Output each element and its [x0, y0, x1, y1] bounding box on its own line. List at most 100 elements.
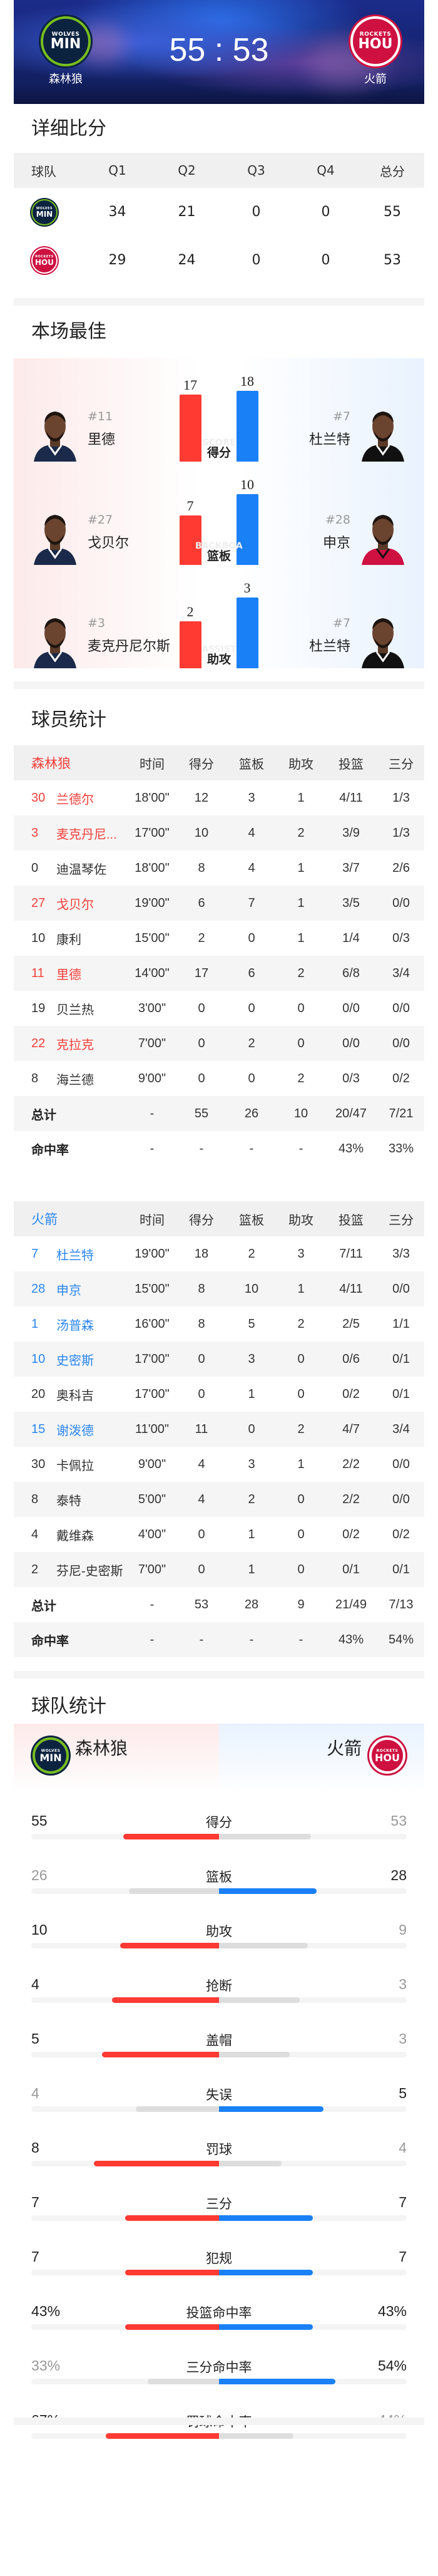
player-name[interactable]: 迪温琴佐 [56, 862, 106, 877]
player-name[interactable]: 海兰德 [56, 1073, 94, 1087]
home-team-panel: WOLVES MIN 森林狼 [14, 1724, 219, 1794]
player-row[interactable]: 8 泰特 5'00" 4 2 0 2/2 0/0 [14, 1482, 424, 1517]
category-watermark: ASSIST [201, 644, 237, 654]
home-team-logo[interactable]: WOLVES MIN [33, 1737, 69, 1774]
stat-cell: 10 [194, 825, 209, 840]
player-row[interactable]: 1 汤普森 16'00" 8 5 2 2/5 1/1 [14, 1306, 424, 1342]
away-team-logo[interactable]: ROCKETS HOU [350, 16, 400, 66]
player-name[interactable]: 杜兰特 [56, 1248, 94, 1263]
stat-cell: 3'00" [138, 1001, 166, 1015]
stat-cell: 26 [244, 1106, 259, 1120]
best-player-card[interactable]: #11 里德 #7 杜兰特 17 18 SCORE 得分 [14, 358, 424, 462]
away-team-logo[interactable]: ROCKETS HOU [369, 1737, 405, 1774]
table-row: WOLVES MIN 34 21 0 0 55 [14, 188, 424, 236]
away-stat-fill [219, 2215, 313, 2221]
player-name[interactable]: 申京 [56, 1283, 81, 1298]
player-name[interactable]: 史密斯 [56, 1353, 94, 1368]
player-name[interactable]: 兰德尔 [56, 792, 94, 807]
player-row[interactable]: 20 奥科吉 17'00" 0 1 0 0/2 0/1 [14, 1377, 424, 1412]
player-name[interactable]: 谢泼德 [56, 1424, 94, 1438]
stat-cell: 19'00" [135, 1246, 170, 1261]
stat-cell: 3 [248, 1457, 255, 1471]
player-row[interactable]: 10 康利 15'00" 2 0 1 1/4 0/3 [14, 921, 424, 956]
away-stat-bar [237, 391, 258, 462]
player-row[interactable]: 2 芬尼-史密斯 7'00" 0 1 0 0/1 0/1 [14, 1552, 424, 1587]
stat-cell: - [199, 1141, 204, 1156]
player-row[interactable]: 22 克拉克 7'00" 0 2 0 0/0 0/0 [14, 1026, 424, 1061]
stat-cell: 0/0 [392, 1036, 410, 1050]
home-team-logo[interactable]: WOLVES MIN [41, 16, 91, 66]
column-header: 总分 [380, 163, 405, 179]
stat-comparison-bar [31, 2324, 407, 2330]
stat-comparison-bar [31, 2270, 407, 2275]
stat-cell: - [150, 1597, 155, 1611]
player-avatar [31, 611, 79, 668]
stat-cell: 3/5 [342, 896, 360, 910]
home-team-name: 森林狼 [49, 73, 83, 86]
logo-text: ROCKETS [376, 1748, 399, 1753]
stat-cell: 8 [198, 1316, 205, 1331]
away-stat-fill [219, 2270, 313, 2275]
team-stat-row: 8 罚球 4 [14, 2137, 424, 2191]
player-name: 麦克丹尼尔斯 [88, 639, 171, 654]
totals-row: 总计 - 53 28 9 21/49 7/13 [14, 1587, 424, 1622]
player-row[interactable]: 7 杜兰特 19'00" 18 2 3 7/11 3/3 [14, 1236, 424, 1271]
player-name[interactable]: 戈贝尔 [56, 897, 94, 912]
away-stat-bar [237, 494, 258, 565]
best-player-card[interactable]: #3 麦克丹尼尔斯 #7 杜兰特 2 3 ASSIST 助攻 [14, 565, 424, 668]
score-cell: 34 [108, 204, 126, 220]
player-row[interactable]: 8 海兰德 9'00" 0 0 2 0/3 0/2 [14, 1061, 424, 1096]
column-header: 三分 [389, 1213, 414, 1228]
stat-cell: 0 [198, 1001, 205, 1015]
stat-cell: 3/4 [392, 1422, 410, 1436]
stat-cell: 0/1 [392, 1352, 410, 1366]
stat-label: 助攻 [206, 1924, 232, 1939]
stat-cell: 19'00" [135, 896, 170, 910]
player-row[interactable]: 0 迪温琴佐 18'00" 8 4 1 3/7 2/6 [14, 851, 424, 886]
player-name[interactable]: 泰特 [56, 1494, 81, 1508]
player-name[interactable]: 贝兰热 [56, 1003, 94, 1017]
home-stat-fill [94, 2161, 219, 2166]
player-name[interactable]: 克拉克 [56, 1038, 94, 1052]
player-name[interactable]: 康利 [56, 933, 81, 947]
away-stat-value: 10 [240, 477, 254, 492]
score-cell: 24 [178, 252, 196, 268]
team-name: 森林狼 [31, 757, 71, 771]
player-name[interactable]: 卡佩拉 [56, 1459, 94, 1473]
stat-cell: 10 [293, 1106, 308, 1120]
logo-text: WOLVES [36, 206, 53, 210]
category-label: 篮板 [206, 549, 231, 563]
team-stat-row: 7 三分 7 [14, 2191, 424, 2246]
player-row[interactable]: 10 史密斯 17'00" 0 3 0 0/6 0/1 [14, 1342, 424, 1377]
player-name[interactable]: 麦克丹尼... [56, 827, 117, 842]
stat-cell: 11 [195, 1422, 208, 1436]
player-row[interactable]: 27 戈贝尔 19'00" 6 7 1 3/5 0/0 [14, 886, 424, 921]
player-row[interactable]: 15 谢泼德 11'00" 11 0 2 4/7 3/4 [14, 1412, 424, 1447]
player-row[interactable]: 19 贝兰热 3'00" 0 0 0 0/0 0/0 [14, 991, 424, 1026]
away-stat-value: 9 [399, 1922, 407, 1938]
stat-cell: 20/47 [335, 1106, 367, 1120]
player-name[interactable]: 里德 [56, 968, 81, 982]
stat-comparison-bar [31, 2433, 407, 2439]
player-name[interactable]: 戴维森 [56, 1529, 94, 1543]
player-row[interactable]: 11 里德 14'00" 17 6 2 6/8 3/4 [14, 956, 424, 991]
player-row[interactable]: 3 麦克丹尼... 17'00" 10 4 2 3/9 1/3 [14, 815, 424, 851]
player-row[interactable]: 28 申京 15'00" 8 10 1 4/11 0/0 [14, 1271, 424, 1306]
player-name[interactable]: 奥科吉 [56, 1389, 94, 1403]
team-logo-icon: ROCKETS HOU [31, 247, 58, 274]
column-header: 三分 [389, 757, 414, 772]
stat-cell: 7/11 [339, 1246, 363, 1261]
player-row[interactable]: 30 卡佩拉 9'00" 4 3 1 2/2 0/0 [14, 1447, 424, 1482]
player-name[interactable]: 芬尼-史密斯 [56, 1564, 123, 1578]
logo-text: MIN [36, 209, 53, 219]
player-name: 里德 [88, 432, 116, 448]
player-row[interactable]: 4 戴维森 4'00" 0 1 0 0/2 0/2 [14, 1517, 424, 1552]
stat-comparison-bar [31, 2052, 407, 2057]
best-player-card[interactable]: #27 戈贝尔 #28 申京 7 10 BACKBOARD篮板 [14, 462, 424, 565]
stat-cell: 2 [297, 1422, 305, 1436]
player-row[interactable]: 30 兰德尔 18'00" 12 3 1 4/11 1/3 [14, 780, 424, 815]
stat-cell: 55 [194, 1106, 209, 1120]
stat-cell: 18 [194, 1246, 209, 1261]
away-stat-fill [219, 2161, 282, 2166]
player-name[interactable]: 汤普森 [56, 1318, 94, 1333]
